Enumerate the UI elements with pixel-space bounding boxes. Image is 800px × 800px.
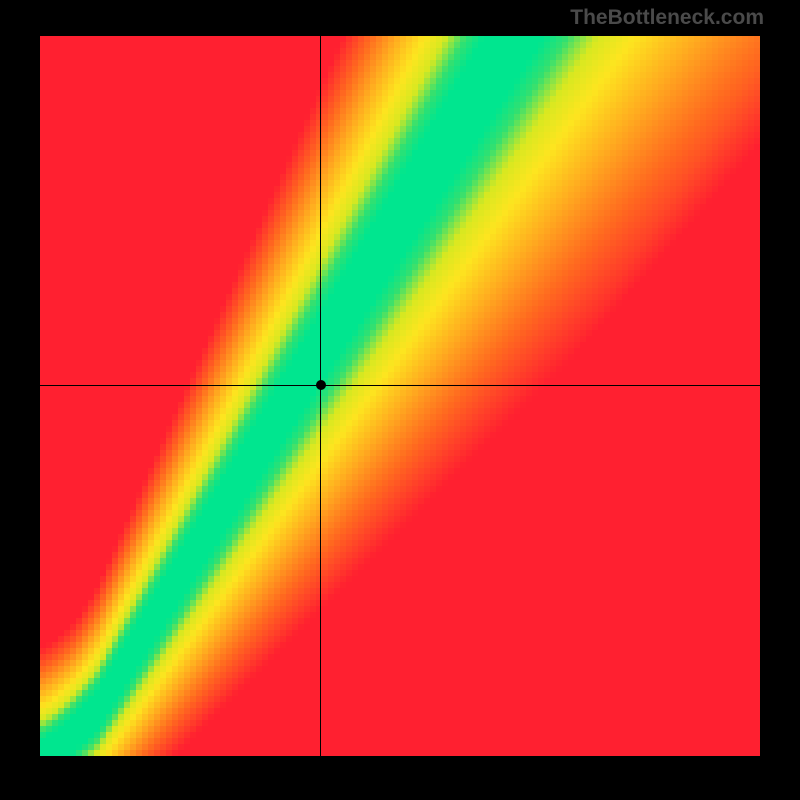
bottleneck-heatmap (0, 0, 800, 800)
watermark-text: TheBottleneck.com (570, 6, 764, 30)
marker-dot (316, 380, 326, 390)
crosshair-vertical (320, 36, 321, 756)
crosshair-horizontal (40, 385, 760, 386)
heatmap-canvas (40, 36, 760, 756)
